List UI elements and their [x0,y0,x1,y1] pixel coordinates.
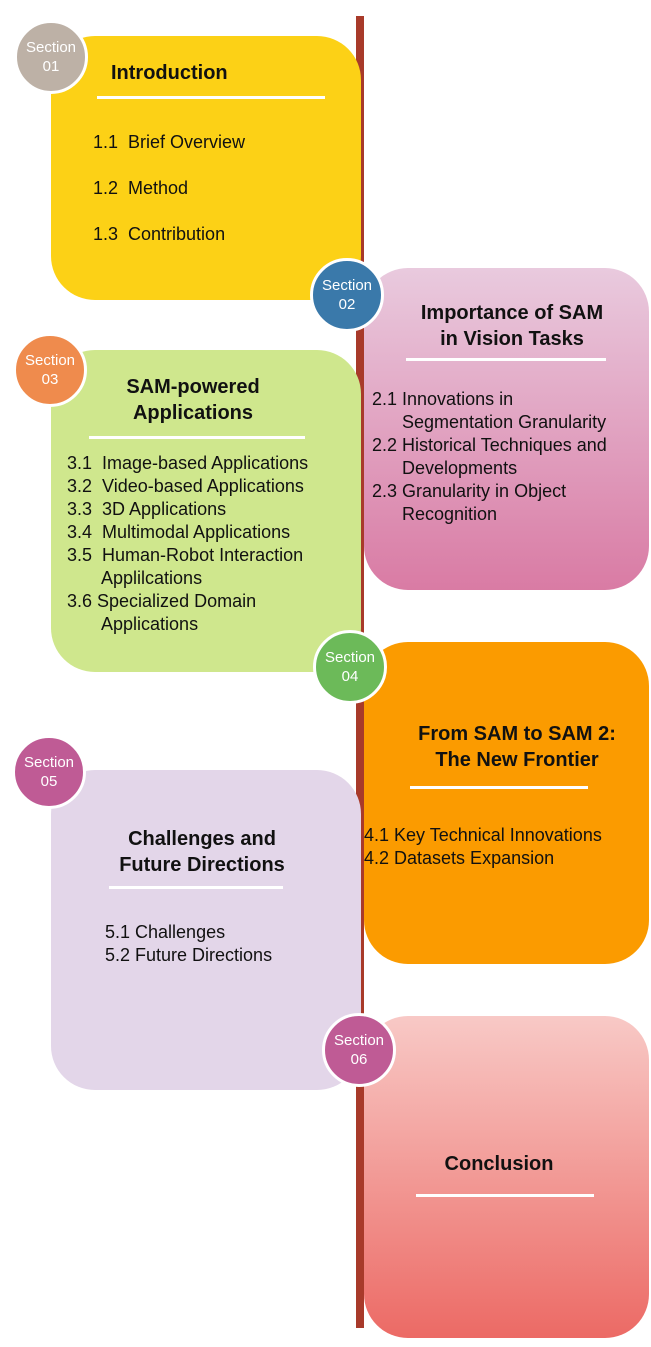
section-05-card: Challenges and Future Directions 5.1 Cha… [51,770,361,1090]
badge-number: 02 [338,296,356,313]
badge-label: Section [321,277,373,294]
list-item: 1.2 Method [93,178,189,198]
title-divider [109,886,283,889]
list-item: 1.3 Contribution [93,224,226,244]
list-item: 2.2 Historical Techniques and [372,435,607,455]
list-item: Developments [372,458,518,478]
section-02-card: Importance of SAM in Vision Tasks 2.1 In… [364,268,649,590]
title-divider [416,1194,594,1197]
badge-label: Section [333,1032,385,1049]
section-items: 5.1 Challenges 5.2 Future Directions [105,921,272,967]
section-title: From SAM to SAM 2: The New Frontier [418,723,616,771]
list-item: 3.2 Video-based Applications [67,476,304,496]
badge-label: Section [324,649,376,666]
section-items: 1.1 Brief Overview 1.2 Method 1.3 Contri… [93,119,245,257]
list-item: 3.4 Multimodal Applications [67,522,291,542]
section-06-card: Conclusion [364,1016,649,1338]
list-item: 5.2 Future Directions [105,945,273,965]
badge-label: Section [24,352,76,369]
section-title: Importance of SAM in Vision Tasks [420,302,604,350]
list-item: Applilcations [67,568,203,588]
list-item: Recognition [372,504,498,524]
list-item: 2.3 Granularity in Object [372,481,567,501]
list-item: 1.1 Brief Overview [93,132,246,152]
section-title: SAM-powered Applications [126,376,260,424]
badge-number: 04 [341,668,359,685]
section-04-card: From SAM to SAM 2: The New Frontier 4.1 … [364,642,649,964]
section-badge-06: Section 06 [322,1013,396,1087]
list-item: 4.2 Datasets Expansion [364,848,555,868]
badge-number: 06 [350,1051,368,1068]
section-items: 4.1 Key Technical Innovations 4.2 Datase… [364,824,602,870]
title-divider [410,786,588,789]
list-item: 3.6 Specialized Domain [67,591,257,611]
title-divider [97,96,325,99]
badge-number: 03 [41,371,59,388]
list-item: 3.3 3D Applications [67,499,227,519]
title-divider [89,436,305,439]
section-badge-01: Section 01 [14,20,88,94]
section-title: Conclusion [444,1153,554,1175]
section-badge-04: Section 04 [313,630,387,704]
section-03-card: SAM-powered Applications 3.1 Image-based… [51,350,361,672]
list-item: 3.1 Image-based Applications [67,453,309,473]
section-01-card: Introduction 1.1 Brief Overview 1.2 Meth… [51,36,361,300]
section-title: Introduction [111,62,228,84]
list-item: Applications [67,614,199,634]
list-item: 4.1 Key Technical Innovations [364,825,602,845]
section-badge-03: Section 03 [13,333,87,407]
badge-label: Section [25,39,77,56]
section-title: Challenges and Future Directions [119,828,285,876]
badge-label: Section [23,754,75,771]
list-item: Segmentation Granularity [372,412,607,432]
section-badge-02: Section 02 [310,258,384,332]
list-item: 5.1 Challenges [105,922,226,942]
section-items: 2.1 Innovations in Segmentation Granular… [372,388,607,526]
list-item: 2.1 Innovations in [372,389,514,409]
badge-number: 05 [40,773,58,790]
section-badge-05: Section 05 [12,735,86,809]
title-divider [406,358,606,361]
list-item: 3.5 Human-Robot Interaction [67,545,304,565]
section-items: 3.1 Image-based Applications 3.2 Video-b… [67,452,308,636]
badge-number: 01 [42,58,60,75]
